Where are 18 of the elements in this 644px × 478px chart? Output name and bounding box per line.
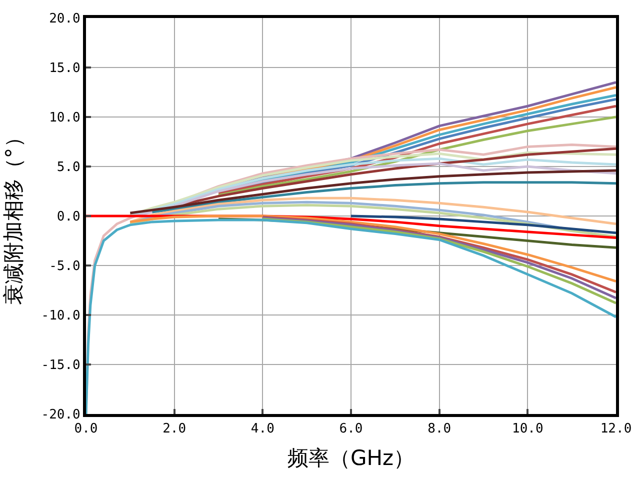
- y-tick-label: -10.0: [41, 308, 80, 324]
- y-tick-label: 10.0: [49, 110, 80, 126]
- x-tick-label: 6.0: [339, 422, 363, 437]
- y-axis-title: 衰减附加相移（°）: [1, 126, 26, 306]
- y-tick-label: 20.0: [49, 12, 80, 27]
- x-axis-title: 频率（GHz）: [287, 446, 415, 470]
- y-tick-label: 5.0: [56, 160, 80, 176]
- x-tick-label: 8.0: [428, 422, 452, 437]
- x-tick-label: 10.0: [512, 422, 544, 437]
- x-tick-label: 12.0: [600, 422, 632, 437]
- y-tick-label: 0.0: [56, 210, 80, 225]
- y-tick-label: -15.0: [41, 358, 80, 374]
- x-tick-label: 2.0: [162, 422, 186, 437]
- x-tick-label: 4.0: [250, 422, 274, 437]
- x-tick-label: 0.0: [74, 422, 98, 437]
- y-tick-label: 15.0: [49, 61, 80, 76]
- y-tick-label: -20.0: [41, 408, 80, 423]
- y-tick-label: -5.0: [49, 259, 80, 274]
